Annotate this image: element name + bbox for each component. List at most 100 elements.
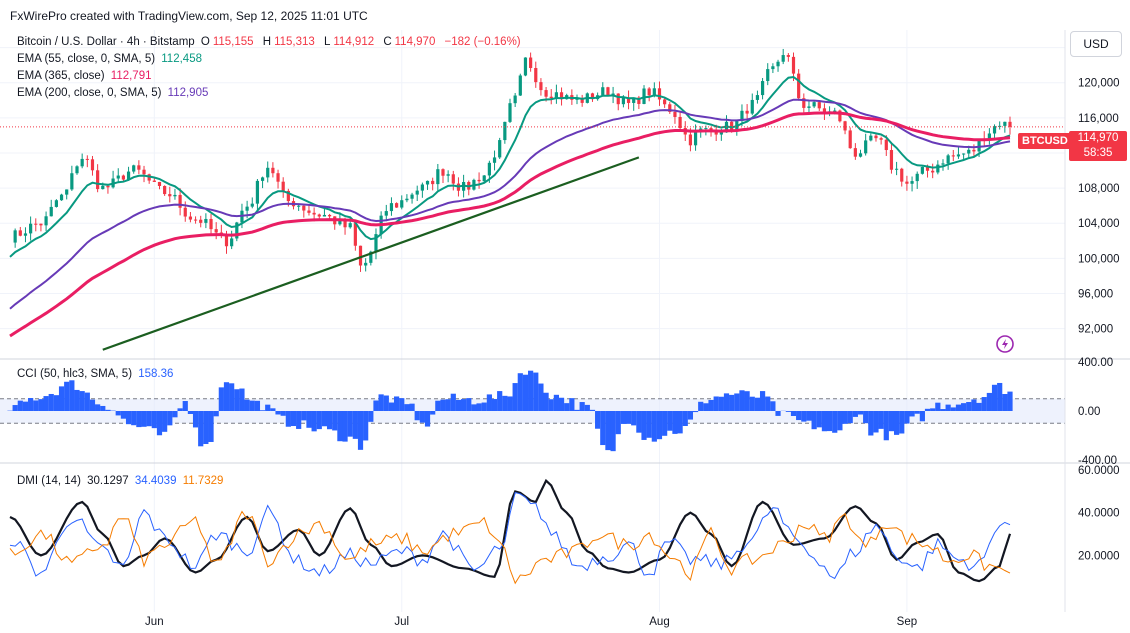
candle-body bbox=[436, 169, 440, 185]
candle-body bbox=[693, 132, 698, 146]
candle bbox=[302, 203, 306, 218]
candle bbox=[23, 227, 28, 243]
ema200-value: 112,905 bbox=[167, 87, 209, 99]
candle-body bbox=[652, 88, 656, 96]
cci-bar bbox=[409, 403, 415, 411]
cci-bar bbox=[512, 383, 518, 411]
minus-di-line bbox=[9, 510, 1011, 585]
ohlc-close: C 114,970 bbox=[383, 36, 436, 48]
cci-bar bbox=[234, 389, 240, 411]
cci-bar bbox=[605, 411, 611, 451]
bar-countdown: 58:35 bbox=[1083, 147, 1113, 159]
cci-bar bbox=[553, 394, 559, 411]
ema200-legend[interactable]: EMA (200, close, 0, SMA, 5) 112,905 bbox=[17, 85, 211, 101]
dmi-legend[interactable]: DMI (14, 14) 30.1297 34.4039 11.7329 bbox=[17, 473, 226, 489]
ema55-legend[interactable]: EMA (55, close, 0, SMA, 5) 112,458 bbox=[17, 51, 205, 67]
ohlc-change: −182 (−0.16%) bbox=[444, 36, 521, 48]
candle-body bbox=[193, 219, 198, 221]
cci-bar bbox=[852, 411, 858, 417]
candle bbox=[663, 96, 667, 108]
cci-bar bbox=[192, 411, 199, 428]
cci-bar bbox=[548, 399, 554, 411]
candle-body bbox=[59, 194, 64, 201]
candle bbox=[755, 90, 760, 104]
candle bbox=[657, 81, 662, 106]
ema365-label: EMA (365, close) bbox=[17, 70, 105, 82]
candle-body bbox=[797, 73, 801, 99]
candle-body bbox=[302, 205, 306, 211]
cci-bar bbox=[589, 409, 596, 411]
cci-pane[interactable] bbox=[0, 370, 1065, 452]
lightning-circle bbox=[996, 335, 1014, 353]
candle-body bbox=[209, 218, 213, 230]
candle bbox=[477, 172, 481, 189]
cci-bar bbox=[522, 374, 529, 411]
candle bbox=[168, 186, 172, 203]
candle bbox=[647, 87, 651, 102]
candle bbox=[843, 120, 847, 135]
candle-body bbox=[951, 155, 955, 157]
cci-bar bbox=[445, 399, 451, 411]
candle-body bbox=[96, 170, 100, 190]
cci-legend[interactable]: CCI (50, hlc3, SMA, 5) 158.36 bbox=[17, 366, 176, 382]
cci-bar bbox=[1007, 391, 1013, 411]
candle bbox=[987, 128, 991, 145]
candle bbox=[436, 163, 440, 191]
candle bbox=[250, 197, 254, 209]
currency-button[interactable]: USD bbox=[1070, 31, 1122, 57]
cci-bar bbox=[249, 400, 255, 411]
candle bbox=[152, 178, 156, 182]
cci-bar bbox=[115, 411, 121, 416]
cci-bar bbox=[259, 410, 266, 411]
dmi-minus-di-value: 11.7329 bbox=[182, 475, 224, 487]
candle-body bbox=[389, 203, 394, 212]
candle-body bbox=[606, 87, 610, 97]
candle bbox=[786, 53, 790, 62]
grid-lines bbox=[0, 30, 1065, 612]
candle-body bbox=[807, 106, 811, 108]
candle bbox=[126, 166, 131, 181]
candle bbox=[992, 124, 997, 139]
cci-bar bbox=[888, 411, 895, 432]
cci-bar bbox=[507, 396, 513, 411]
candle-body bbox=[214, 229, 218, 233]
ema365-legend[interactable]: EMA (365, close) 112,791 bbox=[17, 68, 155, 84]
cci-bar bbox=[244, 399, 250, 411]
candle bbox=[941, 159, 945, 171]
cci-bar bbox=[687, 411, 694, 420]
cci-bar bbox=[33, 400, 39, 411]
candle-body bbox=[719, 132, 723, 135]
cci-bar bbox=[986, 392, 992, 411]
price-pane[interactable] bbox=[0, 48, 1065, 353]
y-tick-price: 96,000 bbox=[1078, 289, 1113, 301]
cci-bar bbox=[744, 391, 750, 411]
candle bbox=[451, 170, 455, 191]
cci-bar bbox=[177, 408, 183, 411]
candle bbox=[307, 204, 311, 216]
cci-bar bbox=[878, 411, 884, 429]
last-price-value: 114,970 bbox=[1077, 132, 1119, 144]
candle-body bbox=[183, 207, 187, 217]
candle bbox=[750, 93, 754, 116]
cci-bar bbox=[538, 383, 544, 411]
candle-body bbox=[477, 179, 481, 182]
candle-body bbox=[920, 166, 924, 174]
symbol-price-tag: BTCUSD bbox=[1018, 133, 1072, 149]
cci-bar bbox=[574, 409, 580, 411]
candle-body bbox=[621, 97, 626, 105]
lightning-bolt bbox=[1002, 339, 1008, 349]
candle bbox=[838, 109, 842, 123]
cci-bar bbox=[708, 399, 714, 411]
cci-bar bbox=[816, 411, 822, 428]
chart-credit: FxWirePro created with TradingView.com, … bbox=[10, 9, 368, 23]
candle bbox=[49, 199, 53, 217]
cci-bar bbox=[342, 411, 348, 442]
cci-bar bbox=[595, 411, 601, 429]
candle bbox=[529, 52, 533, 72]
dmi-pane[interactable] bbox=[9, 478, 1012, 585]
cci-bar bbox=[337, 411, 343, 442]
candle bbox=[559, 87, 564, 106]
candle bbox=[193, 216, 198, 224]
